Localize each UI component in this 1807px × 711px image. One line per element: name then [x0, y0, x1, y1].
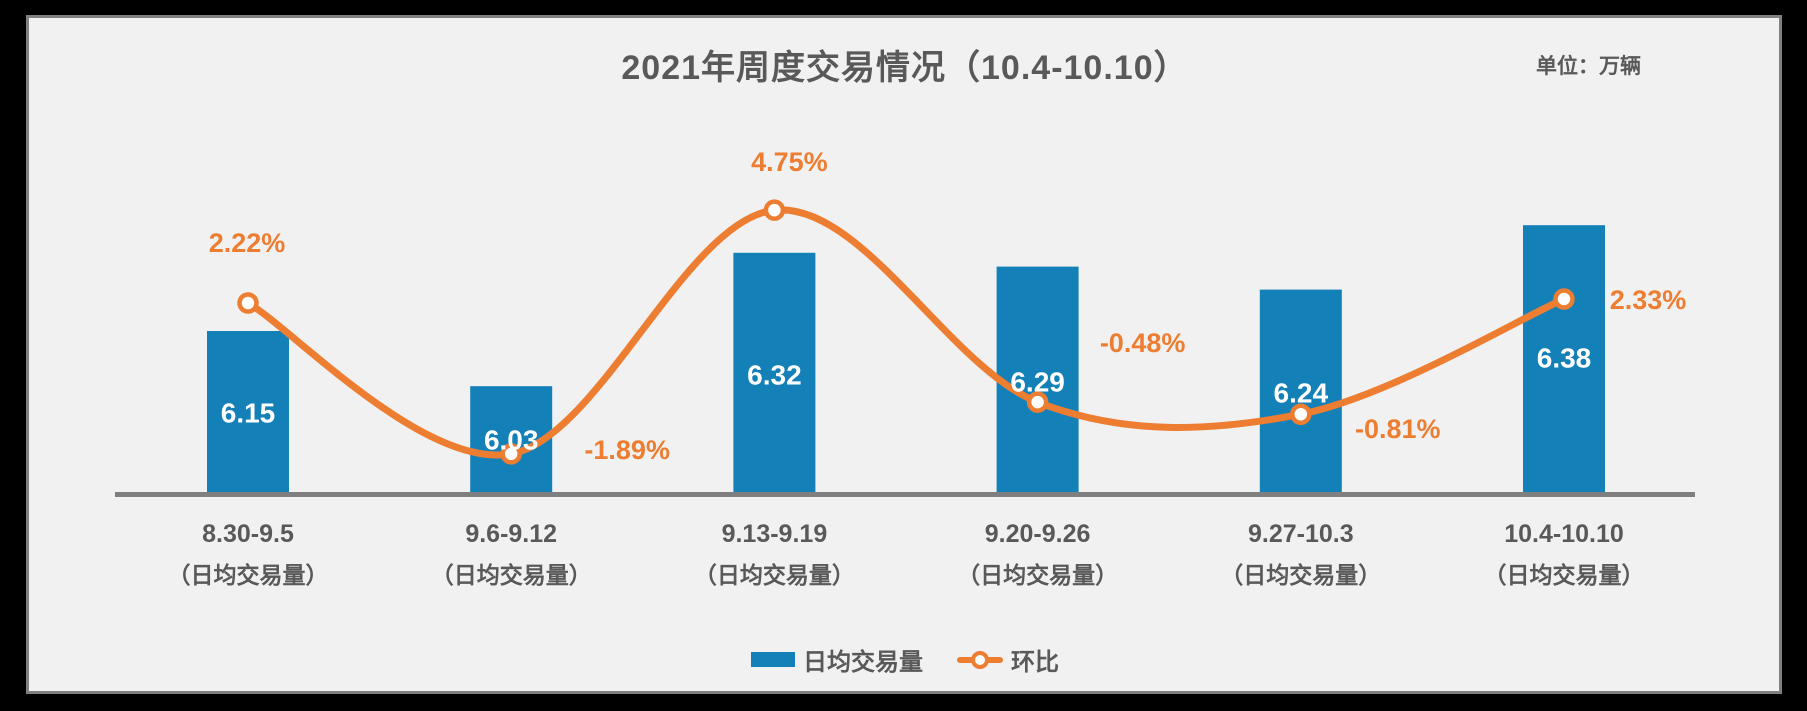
legend: 日均交易量 环比	[27, 642, 1783, 677]
x-axis-label-sub: （日均交易量）	[1220, 562, 1381, 588]
bar-value-label: 6.38	[1537, 343, 1592, 374]
x-axis-label-date: 10.4-10.10	[1504, 520, 1624, 548]
line-series-path	[244, 206, 1568, 459]
legend-bar-label: 日均交易量	[803, 649, 923, 676]
x-axis-label-date: 9.6-9.12	[465, 520, 557, 548]
unit-label: 单位：万辆	[1536, 55, 1641, 78]
line-pct-label: -0.81%	[1355, 414, 1441, 444]
line-pct-label: -1.89%	[584, 435, 670, 465]
line-marker-icon-9.20-9.26	[1026, 391, 1049, 413]
x-axis-label-sub: （日均交易量）	[168, 562, 329, 588]
x-axis-label-date: 9.13-9.19	[722, 520, 828, 548]
x-axis-label-sub: （日均交易量）	[1484, 562, 1645, 588]
line-marker-icon-9.13-9.19	[763, 199, 786, 221]
line-marker-icon-10.4-10.10	[1553, 288, 1575, 310]
legend-item-line: 环比	[957, 642, 1059, 677]
bar-8.30-9.5	[207, 331, 289, 492]
bar-value-label: 6.29	[1010, 367, 1065, 398]
bar-value-label: 6.03	[484, 425, 539, 456]
bar-value-label: 6.32	[747, 360, 802, 391]
bar-9.27-10.3	[1259, 289, 1342, 492]
x-axis-label-sub: （日均交易量）	[431, 562, 592, 588]
bar-10.4-10.10	[1523, 225, 1605, 492]
line-marker-icon-9.6-9.12	[500, 443, 522, 465]
line-pct-label: 4.75%	[751, 147, 828, 177]
line-series-swatch-icon	[957, 649, 1003, 671]
bar-value-label: 6.15	[221, 398, 276, 429]
line-marker-icon-8.30-9.5	[237, 292, 259, 314]
x-axis-label-date: 9.20-9.26	[985, 520, 1091, 548]
x-axis-label-date: 9.27-10.3	[1248, 520, 1354, 548]
bar-value-label: 6.24	[1274, 378, 1329, 409]
line-pct-label: -0.48%	[1100, 328, 1186, 358]
chart-title: 2021年周度交易情况（10.4-10.10）	[621, 49, 1189, 87]
legend-line-label: 环比	[1011, 649, 1059, 676]
x-axis-label-sub: （日均交易量）	[957, 562, 1118, 588]
x-axis-label-sub: （日均交易量）	[694, 562, 855, 588]
line-swatch-marker-icon	[971, 650, 989, 669]
x-axis-line	[115, 492, 1695, 497]
line-marker-icon-9.27-10.3	[1290, 403, 1312, 425]
line-pct-label: 2.22%	[209, 228, 286, 258]
x-axis-label-date: 8.30-9.5	[202, 520, 294, 548]
bar-9.13-9.19	[733, 252, 816, 492]
legend-item-bar: 日均交易量	[751, 642, 923, 677]
bar-9.20-9.26	[996, 266, 1079, 492]
line-pct-label: 2.33%	[1610, 285, 1687, 315]
bar-series-swatch-icon	[751, 652, 795, 667]
